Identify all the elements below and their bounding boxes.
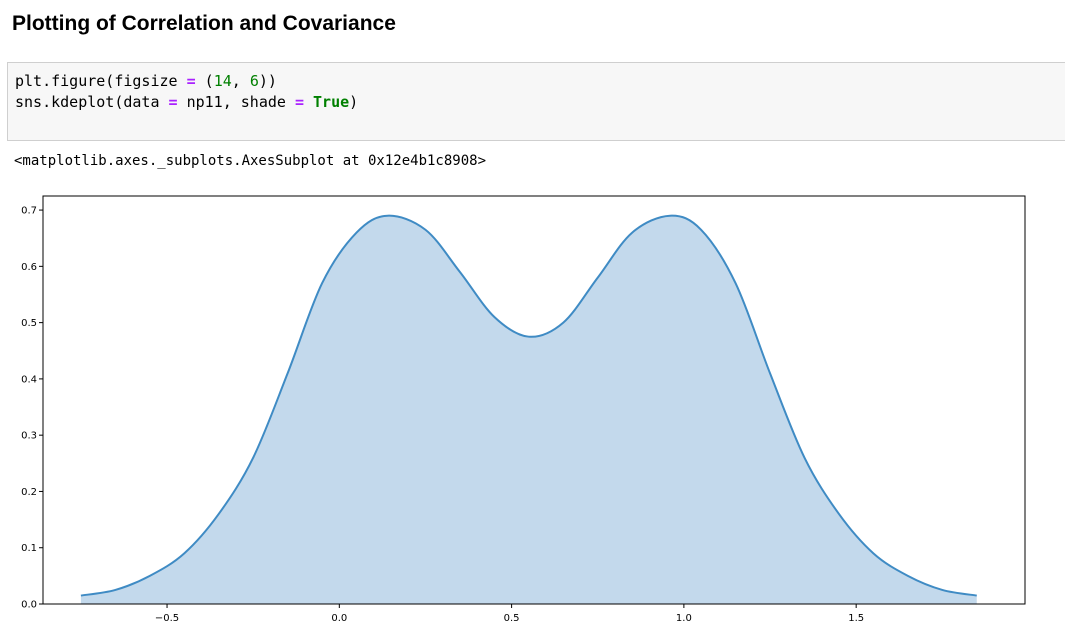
- kde-plot: 0.0 0.1 0.2 0.3 0.4 0.5 0.6 0.7 −0.5 0.0 0.5 1.0 1.5: [21, 195, 1026, 624]
- code-token: sns.kdeplot(data: [15, 93, 169, 111]
- axes-frame-layer: [42, 195, 1026, 605]
- code-cell[interactable]: plt.figure(figsize = (14, 6)) sns.kdeplo…: [7, 62, 1065, 141]
- operator-token: =: [294, 93, 304, 111]
- operator-token: =: [168, 93, 178, 111]
- code-token: ): [349, 93, 359, 111]
- y-tick-label: 0.3: [21, 431, 37, 442]
- code-line-kdeplot: sns.kdeplot(data = np11, shade = True): [15, 92, 358, 112]
- code-line-figure: plt.figure(figsize = (14, 6)): [15, 71, 277, 91]
- x-tick-label: 1.0: [676, 613, 692, 624]
- code-token: np11, shade: [177, 93, 295, 111]
- keyword-token: True: [313, 93, 350, 111]
- code-token: plt.figure(figsize: [15, 72, 187, 90]
- number-token: 6: [249, 72, 259, 90]
- y-tick-label: 0.1: [21, 543, 37, 554]
- density-fill-layer: [80, 215, 977, 605]
- y-tick-label: 0.2: [21, 487, 37, 498]
- density-curve-0: [80, 214, 977, 597]
- density-area-0: [80, 215, 977, 605]
- x-tick-label: 0.0: [331, 613, 347, 624]
- number-token: 14: [213, 72, 232, 90]
- x-tick-label: 0.5: [504, 613, 520, 624]
- x-tick-label: 1.5: [848, 613, 864, 624]
- code-token: ,: [231, 72, 250, 90]
- density-line-layer: [80, 214, 977, 597]
- y-tick-label: 0.0: [21, 600, 37, 611]
- tick-layer: 0.0 0.1 0.2 0.3 0.4 0.5 0.6 0.7 −0.5 0.0 0.5 1.0 1.5: [21, 206, 864, 624]
- cell-output-repr: <matplotlib.axes._subplots.AxesSubplot a…: [14, 153, 487, 169]
- y-tick-label: 0.6: [21, 262, 37, 273]
- y-tick-label: 0.7: [21, 206, 37, 217]
- code-token: [304, 93, 313, 111]
- axes-frame: [42, 195, 1026, 605]
- code-token: )): [258, 72, 277, 90]
- y-tick-label: 0.5: [21, 318, 37, 329]
- x-tick-label: −0.5: [155, 613, 179, 624]
- section-heading: Plotting of Correlation and Covariance: [12, 12, 396, 35]
- y-tick-label: 0.4: [21, 374, 37, 385]
- code-token: (: [195, 72, 214, 90]
- operator-token: =: [186, 72, 196, 90]
